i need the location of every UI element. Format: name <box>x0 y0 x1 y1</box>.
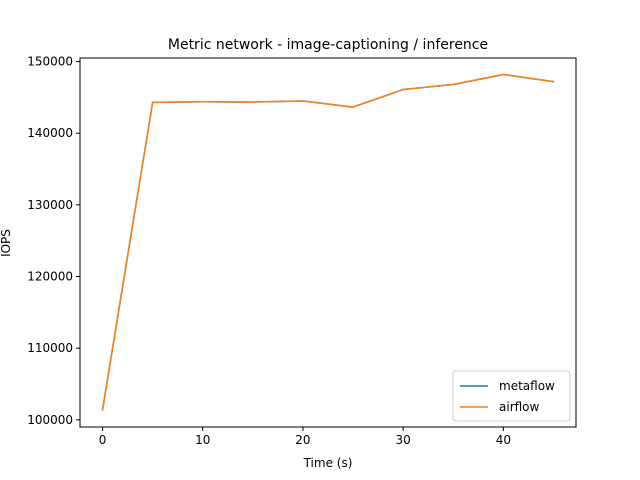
series-line-airflow <box>101 73 555 411</box>
x-axis-label: Time (s) <box>303 456 353 470</box>
y-tick-label: 110000 <box>27 341 73 355</box>
y-tick-label: 140000 <box>27 126 73 140</box>
x-tick-label: 30 <box>396 433 411 447</box>
plot-frame <box>79 57 577 428</box>
x-tick-label: 0 <box>99 433 107 447</box>
y-tick-label: 120000 <box>27 270 73 284</box>
legend-box <box>452 370 571 422</box>
y-tick-label: 150000 <box>27 55 73 69</box>
y-tick-label: 100000 <box>27 413 73 427</box>
x-tick-label: 40 <box>496 433 511 447</box>
legend-label-metaflow: metaflow <box>499 379 555 393</box>
y-tick-label: 130000 <box>27 198 73 212</box>
x-tick-label: 20 <box>295 433 310 447</box>
legend-label-airflow: airflow <box>499 400 540 414</box>
y-axis-label: IOPS <box>0 229 13 257</box>
chart-title: Metric network - image-captioning / infe… <box>168 37 488 53</box>
x-tick-label: 10 <box>195 433 210 447</box>
legend: metaflow airflow <box>452 370 571 422</box>
series-layer <box>101 73 555 411</box>
tick-layer: 0 10 20 30 40 100000 110000 120000 130000 140000 1… <box>27 55 511 447</box>
